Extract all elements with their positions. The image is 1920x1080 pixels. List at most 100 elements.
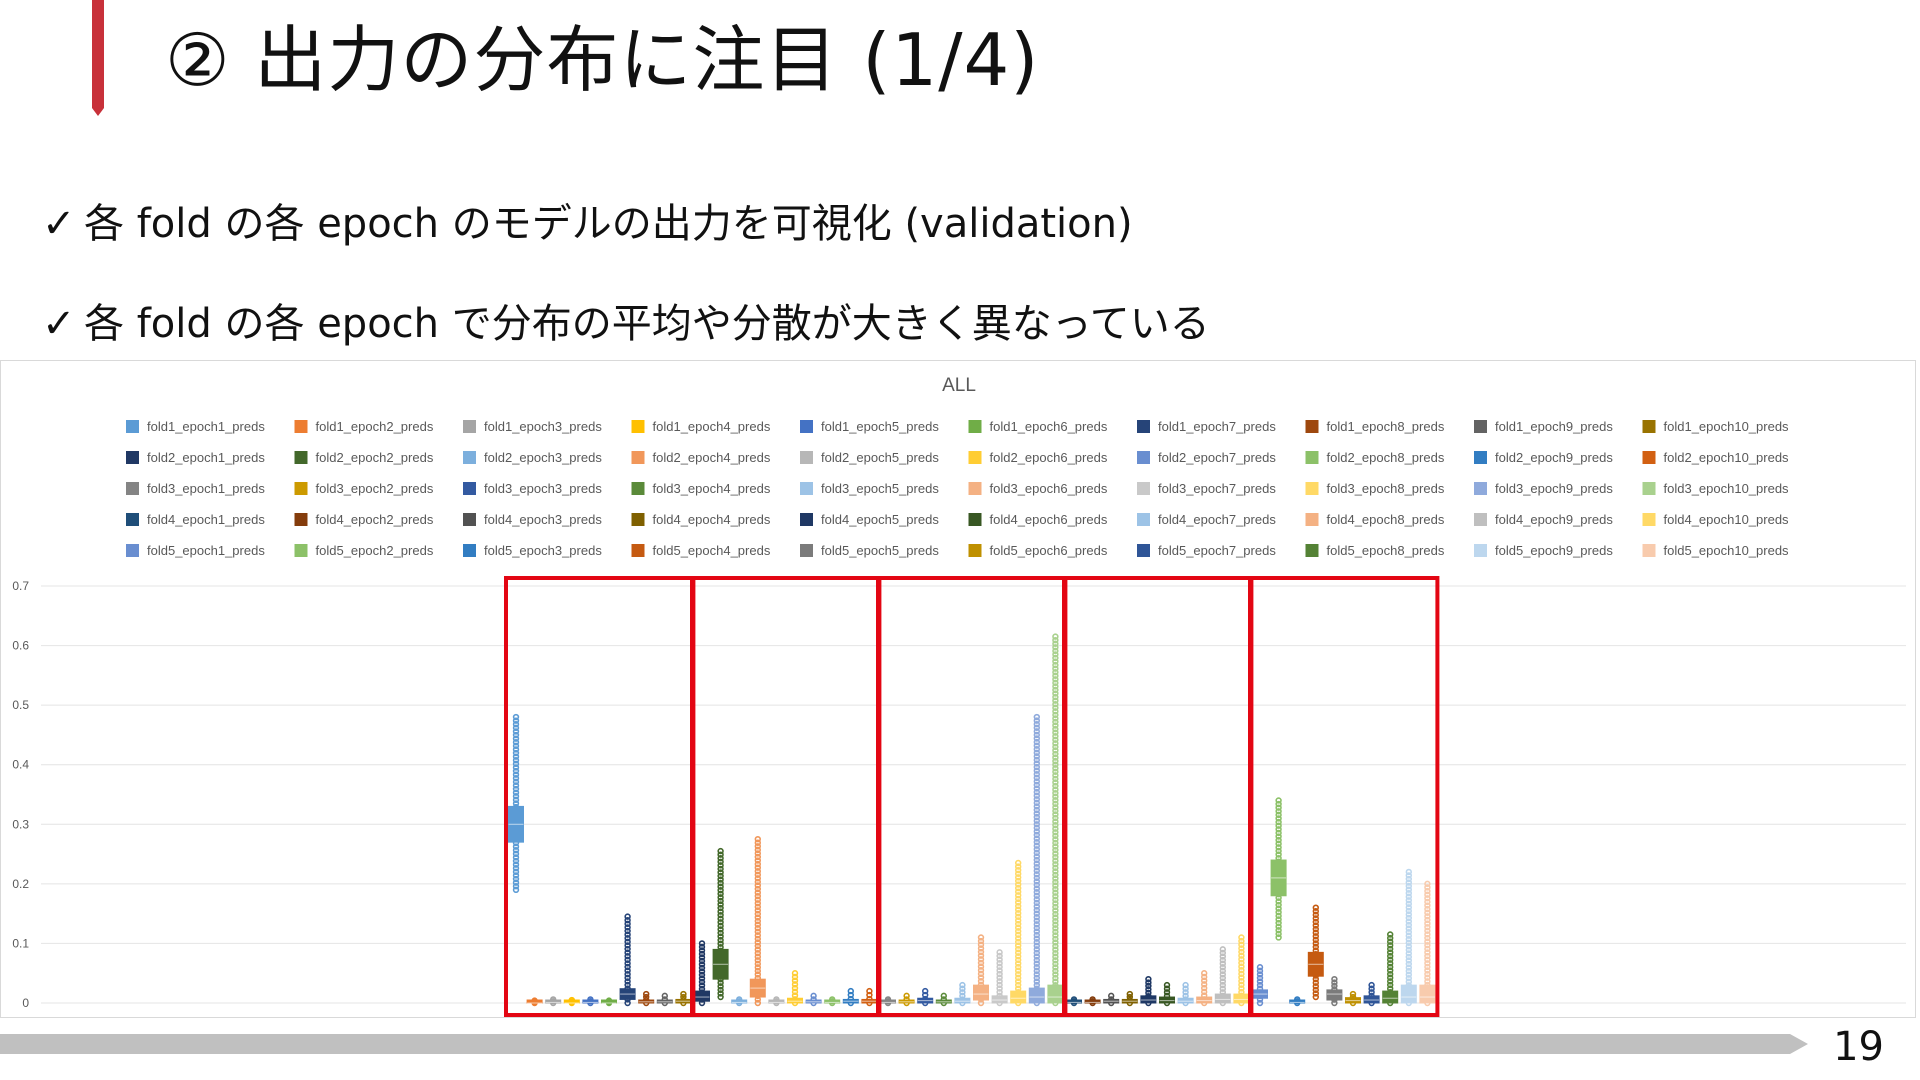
legend-label: fold1_epoch3_preds — [484, 419, 602, 434]
data-point — [1033, 835, 1041, 842]
data-point — [512, 771, 520, 778]
box-plot-series — [898, 992, 915, 1007]
data-point — [717, 847, 724, 855]
data-point — [1368, 989, 1375, 996]
data-point — [1145, 979, 1152, 986]
data-point — [624, 920, 631, 928]
data-point — [1405, 882, 1413, 890]
box — [991, 995, 1008, 1004]
box-plot-series — [787, 970, 803, 1007]
bullet-item: ✓ 各 fold の各 epoch のモデルの出力を可視化 (validation… — [42, 198, 1133, 250]
data-point — [1424, 960, 1431, 967]
data-point — [1033, 953, 1041, 960]
data-point — [1052, 903, 1059, 911]
data-point — [512, 767, 520, 775]
data-point — [1052, 917, 1059, 925]
box-plot-series — [1140, 975, 1157, 1007]
data-point — [512, 883, 520, 890]
box — [973, 984, 989, 1001]
data-point — [1052, 896, 1059, 904]
data-point — [1424, 956, 1431, 963]
data-point — [1052, 708, 1059, 715]
data-point — [1275, 808, 1282, 815]
legend-label: fold2_epoch9_preds — [1495, 450, 1613, 465]
box — [1363, 995, 1380, 1004]
data-point — [512, 857, 520, 865]
data-point — [1219, 978, 1227, 985]
data-point — [717, 908, 724, 915]
data-point — [1386, 945, 1394, 953]
data-point — [1238, 967, 1245, 974]
data-point — [1052, 775, 1059, 783]
data-point — [1014, 978, 1022, 985]
data-point — [512, 854, 520, 861]
legend-label: fold5_epoch6_preds — [990, 543, 1108, 558]
data-point — [1052, 932, 1059, 939]
data-point — [1275, 847, 1282, 855]
box-plot-series — [805, 992, 822, 1007]
data-point — [1052, 636, 1059, 644]
data-point — [1033, 838, 1041, 846]
box-plot-series — [1196, 970, 1213, 1007]
data-point — [1033, 914, 1041, 921]
legend-label: fold4_epoch4_preds — [653, 512, 771, 527]
data-point — [1052, 832, 1059, 840]
data-point — [1052, 704, 1059, 711]
data-point — [1424, 880, 1431, 888]
data-point — [1405, 960, 1413, 968]
data-point — [1275, 930, 1282, 938]
data-point — [1275, 822, 1282, 829]
legend-label: fold1_epoch2_preds — [316, 419, 434, 434]
data-point — [1033, 899, 1041, 907]
data-point — [1033, 860, 1041, 867]
legend-label: fold4_epoch7_preds — [1158, 512, 1276, 527]
data-point — [1219, 964, 1227, 971]
data-point — [717, 858, 724, 865]
data-point — [1424, 942, 1431, 949]
data-point — [1033, 792, 1041, 799]
data-point — [624, 917, 631, 924]
legend-swatch — [463, 451, 476, 464]
data-point — [1405, 868, 1413, 876]
data-point — [1052, 676, 1059, 683]
data-point — [1033, 810, 1041, 817]
data-point — [1052, 736, 1059, 743]
box — [1140, 995, 1157, 1004]
data-point — [791, 984, 799, 992]
legend-label: fold1_epoch1_preds — [147, 419, 265, 434]
data-point — [1014, 920, 1022, 928]
data-point — [1219, 974, 1227, 982]
data-point — [1033, 978, 1041, 985]
data-point — [1238, 956, 1245, 963]
data-point — [810, 992, 817, 1000]
data-point — [1386, 942, 1394, 949]
legend-label: fold1_epoch4_preds — [653, 419, 771, 434]
data-point — [1014, 949, 1022, 956]
bullet-text: 各 fold の各 epoch のモデルの出力を可視化 (validation) — [84, 201, 1133, 247]
data-point — [1238, 937, 1245, 945]
data-point — [996, 981, 1003, 989]
data-point — [1052, 836, 1059, 843]
box-plot-series — [861, 987, 878, 1007]
legend-swatch — [800, 451, 813, 464]
legend-label: fold3_epoch9_preds — [1495, 481, 1613, 496]
data-point — [717, 911, 724, 919]
box — [1196, 996, 1213, 1004]
data-point — [1052, 885, 1059, 893]
data-point — [1052, 900, 1059, 907]
data-point — [754, 942, 761, 950]
data-point — [1033, 781, 1041, 789]
data-point — [1014, 913, 1022, 921]
data-point — [1033, 960, 1041, 967]
data-point — [1052, 658, 1059, 665]
legend-swatch — [631, 544, 645, 557]
data-point — [754, 864, 761, 871]
data-point — [1424, 927, 1431, 934]
data-point — [717, 915, 724, 922]
data-point — [1033, 896, 1041, 903]
data-point — [1052, 882, 1059, 889]
box-plot-series — [526, 997, 543, 1007]
data-point — [1033, 817, 1041, 824]
data-point — [1424, 978, 1431, 985]
data-point — [1052, 718, 1059, 726]
